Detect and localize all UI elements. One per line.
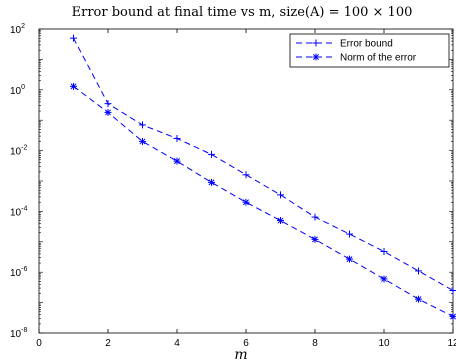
data-point (313, 54, 319, 60)
data-point (312, 236, 318, 243)
data-point (139, 138, 146, 145)
data-point (243, 199, 249, 206)
x-tick-label: 6 (243, 338, 249, 349)
x-tick-label: 2 (105, 338, 111, 349)
series-line (73, 37, 454, 291)
x-tick-label: 0 (36, 338, 42, 349)
data-point (70, 83, 77, 90)
series-layer (70, 34, 456, 320)
x-tick-label: 12 (447, 338, 456, 349)
y-tick-label: 100 (10, 84, 25, 97)
legend-label: Norm of the error (340, 53, 417, 64)
x-axis-label: m (234, 347, 247, 363)
plot-area (38, 28, 454, 334)
series-line (73, 85, 454, 317)
series-norm-of-the-error (70, 82, 456, 320)
y-tick-label: 10-8 (10, 327, 27, 340)
y-tick-label: 10-4 (10, 205, 27, 218)
y-tick-label: 10-6 (10, 266, 27, 279)
data-point (105, 109, 111, 116)
data-point (174, 158, 180, 165)
chart-title: Error bound at final time vs m, size(A) … (72, 5, 413, 20)
data-point (450, 313, 456, 320)
data-point (346, 256, 353, 263)
legend-label: Error bound (340, 39, 393, 50)
series-error-bound (70, 34, 456, 295)
data-point (208, 179, 215, 186)
legend: Error bound Norm of the error (289, 33, 450, 68)
data-point (415, 296, 422, 303)
data-point (277, 217, 284, 224)
x-axis: 0 2 4 6 8 10 12 (36, 29, 456, 349)
x-tick-label: 4 (174, 338, 180, 349)
y-tick-label: 102 (10, 23, 25, 36)
x-tick-label: 8 (312, 338, 318, 349)
y-tick-label: 10-2 (10, 145, 27, 158)
y-axis: 102 100 10-2 10-4 10-6 10-8 (10, 23, 453, 340)
data-point (381, 275, 387, 282)
x-tick-label: 10 (378, 338, 390, 349)
